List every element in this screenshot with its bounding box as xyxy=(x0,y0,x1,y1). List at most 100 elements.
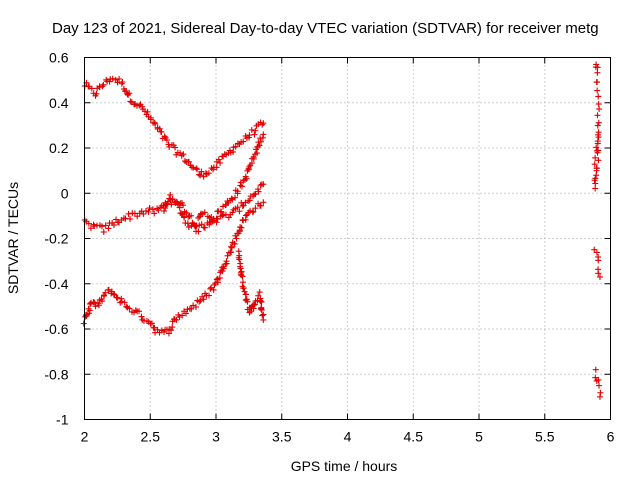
data-point xyxy=(594,87,601,94)
data-point xyxy=(256,142,263,149)
data-point xyxy=(195,228,202,235)
data-point xyxy=(132,307,139,314)
data-point xyxy=(251,301,258,308)
data-point xyxy=(102,289,109,296)
data-point xyxy=(90,221,97,228)
data-point xyxy=(105,286,112,293)
data-point xyxy=(116,75,123,82)
data-point xyxy=(250,302,257,309)
data-point xyxy=(141,108,148,115)
data-point xyxy=(240,285,247,292)
data-point xyxy=(110,291,117,298)
data-point xyxy=(144,108,151,115)
data-point xyxy=(123,87,130,94)
data-point xyxy=(228,195,235,202)
data-point xyxy=(242,212,249,219)
data-point xyxy=(136,102,143,109)
data-point xyxy=(95,302,102,309)
y-tick-label: 0.4 xyxy=(49,95,69,111)
data-point xyxy=(152,120,159,127)
series-late-cluster-middle xyxy=(591,246,603,280)
data-point xyxy=(256,289,263,296)
data-point xyxy=(181,158,188,165)
data-point xyxy=(260,181,267,188)
data-point xyxy=(140,210,147,217)
series-satellite-track-c xyxy=(161,181,267,230)
data-point xyxy=(196,298,203,305)
data-point xyxy=(185,224,192,231)
data-point xyxy=(595,257,602,264)
data-point xyxy=(180,202,187,209)
data-point xyxy=(123,303,130,310)
series-late-cluster-lower xyxy=(592,366,604,400)
data-point xyxy=(193,165,200,172)
data-point xyxy=(259,312,266,319)
data-point xyxy=(173,316,180,323)
data-point xyxy=(172,144,179,151)
data-point xyxy=(594,64,601,71)
data-point xyxy=(246,197,253,204)
data-point xyxy=(241,288,248,295)
data-point xyxy=(596,106,603,113)
data-points xyxy=(80,61,604,400)
series-satellite-track-a xyxy=(81,75,267,180)
data-point xyxy=(592,366,599,373)
data-point xyxy=(206,221,213,228)
data-point xyxy=(193,222,200,229)
data-point xyxy=(252,190,259,197)
data-point xyxy=(596,393,603,400)
y-tick-label: -0.4 xyxy=(44,276,68,292)
data-point xyxy=(201,209,208,216)
data-point xyxy=(93,90,100,97)
data-point xyxy=(247,207,254,214)
data-point xyxy=(190,164,197,171)
data-point xyxy=(258,306,265,313)
data-point xyxy=(100,229,107,236)
data-point xyxy=(592,154,599,161)
data-point xyxy=(223,258,230,265)
data-point xyxy=(593,377,600,384)
data-point xyxy=(212,280,219,287)
data-point xyxy=(260,316,267,323)
data-point xyxy=(91,299,98,306)
data-point xyxy=(231,240,238,247)
data-point xyxy=(594,79,601,86)
data-point xyxy=(594,112,601,119)
data-point xyxy=(257,202,264,209)
data-point xyxy=(127,98,134,105)
y-tick-label: 0.6 xyxy=(49,50,69,66)
x-axis-label: GPS time / hours xyxy=(291,458,398,474)
data-point xyxy=(86,307,93,314)
data-point xyxy=(228,249,235,256)
data-point xyxy=(594,122,601,129)
data-point xyxy=(126,90,133,97)
data-point xyxy=(243,291,250,298)
data-point xyxy=(180,214,187,221)
data-point xyxy=(167,191,174,198)
data-point xyxy=(87,300,94,307)
data-point xyxy=(197,172,204,179)
data-point xyxy=(592,180,599,187)
data-point xyxy=(260,131,267,138)
x-tick-label: 5.5 xyxy=(535,429,555,445)
data-point xyxy=(257,298,264,305)
data-point xyxy=(99,83,106,90)
data-point xyxy=(99,298,106,305)
data-point xyxy=(213,219,220,226)
series-satellite-track-e xyxy=(235,248,267,323)
y-tick-label: -1 xyxy=(56,412,69,428)
data-point xyxy=(194,166,201,173)
y-tick-label: 0.2 xyxy=(49,140,69,156)
x-tick-label: 5 xyxy=(475,429,483,445)
data-point xyxy=(161,133,168,140)
x-tick-label: 6 xyxy=(607,429,615,445)
data-point xyxy=(595,270,602,277)
data-point xyxy=(134,213,141,220)
data-point xyxy=(166,195,173,202)
data-point xyxy=(149,206,156,213)
data-point xyxy=(210,286,217,293)
data-point xyxy=(136,308,143,315)
data-point xyxy=(595,129,602,136)
data-point xyxy=(260,311,267,318)
